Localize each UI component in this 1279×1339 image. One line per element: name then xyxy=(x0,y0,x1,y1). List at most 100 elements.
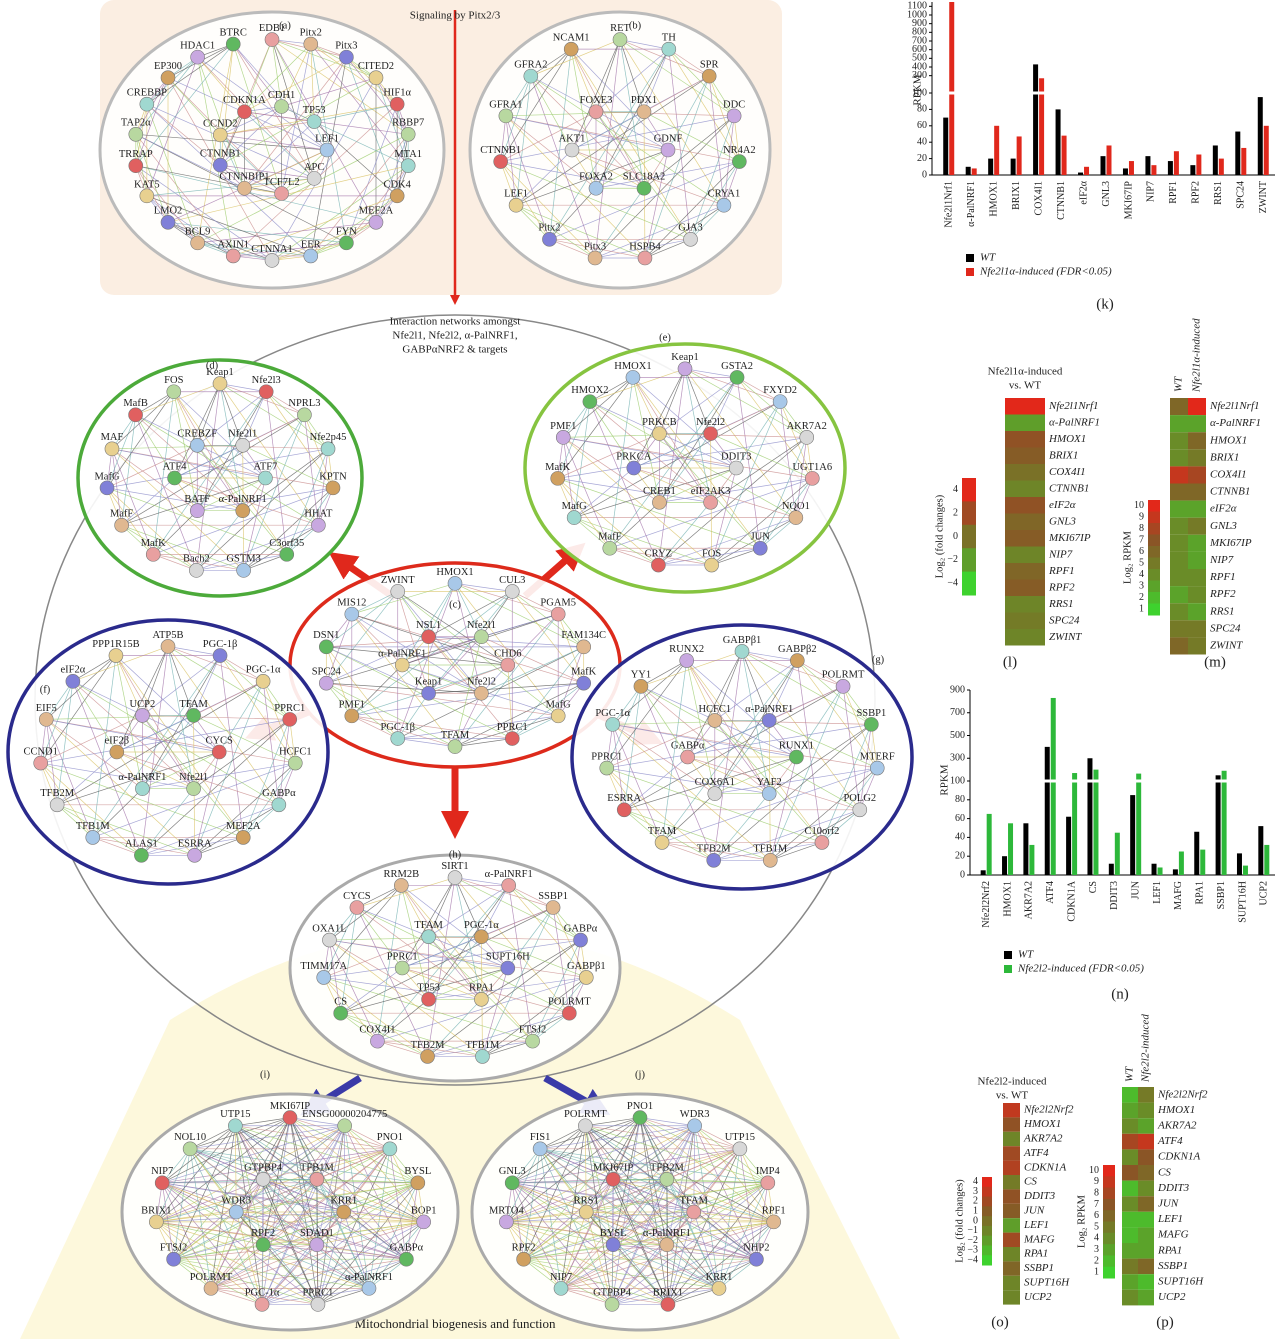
colorbar-label: 9 xyxy=(1139,512,1144,523)
bar xyxy=(1237,853,1242,875)
node-label: GABPα xyxy=(671,740,705,751)
network-node xyxy=(556,430,570,444)
network-node xyxy=(280,547,294,561)
node-label: CRYZ xyxy=(645,548,672,559)
network-node xyxy=(391,584,405,598)
node-label: GABPβ1 xyxy=(723,635,762,646)
network-node xyxy=(565,143,579,157)
bar xyxy=(1219,159,1224,175)
legend-label: Nfe2l2-induced (FDR<0.05) xyxy=(1017,963,1144,975)
panel-label: (b) xyxy=(629,20,642,31)
heatmap-title: vs. WT xyxy=(1009,380,1041,392)
bar xyxy=(1129,161,1134,175)
network-node xyxy=(763,853,777,867)
network-node xyxy=(319,640,333,654)
heatmap-cell xyxy=(1005,530,1045,547)
bar xyxy=(1072,773,1077,875)
row-label: ZWINT xyxy=(1210,639,1243,651)
network-node xyxy=(767,1215,781,1229)
network-node xyxy=(167,385,181,399)
node-label: PGC-1α xyxy=(464,920,499,931)
node-label: GFRA2 xyxy=(514,60,547,71)
row-label: LEF1 xyxy=(1157,1213,1183,1225)
row-label: Nfe2l1Nrf1 xyxy=(1209,400,1260,412)
node-label: NR4A2 xyxy=(723,145,756,156)
network-node xyxy=(533,1142,547,1156)
network-node xyxy=(188,848,202,862)
node-label: MafK xyxy=(571,667,596,678)
y-tick-label: 80 xyxy=(955,794,965,805)
node-label: HCFC1 xyxy=(698,704,731,715)
bar xyxy=(1008,823,1013,875)
node-label: GABPβ1 xyxy=(567,961,606,972)
node-label: MTERF xyxy=(860,751,895,762)
heatmap-cell xyxy=(1005,580,1045,597)
x-tick-label: eIF2α xyxy=(1078,180,1089,204)
network-node xyxy=(705,558,719,572)
heatmap-cell xyxy=(1005,547,1045,564)
node-label: Pitx2 xyxy=(538,223,560,234)
node-label: PGC-1α xyxy=(246,665,281,676)
node-label: FYN xyxy=(336,226,357,237)
node-label: Nfe2l1 xyxy=(179,772,208,783)
network-node xyxy=(517,1252,531,1266)
legend-swatch xyxy=(1004,965,1012,973)
node-label: GJA3 xyxy=(678,223,703,234)
row-label: GNL3 xyxy=(1210,520,1237,532)
network-node xyxy=(707,853,721,867)
network-node xyxy=(762,787,776,801)
network-node xyxy=(501,658,515,672)
x-tick-label: NIP7 xyxy=(1146,181,1157,202)
node-label: SSBP1 xyxy=(538,891,568,902)
node-label: α-PalNRF1 xyxy=(643,1228,691,1239)
node-label: PPRC1 xyxy=(497,722,528,733)
legend-label: Nfe2l1α-induced (FDR<0.05) xyxy=(979,266,1112,278)
node-label: CTNNBIP1 xyxy=(219,172,269,183)
node-label: WDR3 xyxy=(680,1109,710,1120)
node-label: Pitx3 xyxy=(335,41,357,52)
row-label: α-PalNRF1 xyxy=(1049,416,1100,428)
node-label: GFRA1 xyxy=(489,99,522,110)
node-label: TIMM17A xyxy=(300,961,347,972)
heatmap-cell xyxy=(1003,1276,1020,1290)
bar xyxy=(1123,168,1128,175)
network-node xyxy=(681,750,695,764)
colorbar-title: Log₂ RPKM xyxy=(1076,1194,1087,1248)
node-label: UTP15 xyxy=(725,1132,755,1143)
heatmap-cell xyxy=(1122,1259,1138,1275)
node-label: APC xyxy=(304,162,324,173)
network-node xyxy=(229,1205,243,1219)
network-node xyxy=(687,1205,701,1219)
heatmap-cell xyxy=(1188,466,1206,483)
network-node xyxy=(307,115,321,129)
network-node xyxy=(505,584,519,598)
network-node xyxy=(362,1281,376,1295)
heatmap-cell xyxy=(1170,535,1188,552)
network-node xyxy=(39,712,53,726)
row-label: α-PalNRF1 xyxy=(1210,417,1261,429)
row-label: ATF4 xyxy=(1157,1135,1183,1147)
colorbar-block xyxy=(982,1177,992,1187)
bar xyxy=(1115,833,1120,875)
colorbar-block xyxy=(1103,1255,1115,1267)
network-node xyxy=(634,679,648,693)
node-label: MafK xyxy=(141,538,166,549)
network-node xyxy=(149,1215,163,1229)
node-label: PRKCB xyxy=(642,417,676,428)
network-node xyxy=(606,717,620,731)
node-label: FXYD2 xyxy=(763,385,797,396)
heatmap-cell xyxy=(1138,1259,1154,1275)
heatmap-cell xyxy=(1003,1233,1020,1247)
x-tick-label: α-PalNRF1 xyxy=(966,181,977,227)
bar xyxy=(1023,823,1028,875)
heatmap-cell xyxy=(1122,1274,1138,1290)
row-label: AKR7A2 xyxy=(1157,1120,1197,1132)
node-label: MEF2A xyxy=(226,821,261,832)
node-label: TP53 xyxy=(303,105,326,116)
node-label: ZWINT xyxy=(381,575,415,586)
x-tick-label: ZWINT xyxy=(1258,181,1269,213)
heatmap-cell xyxy=(1138,1134,1154,1150)
x-tick-label: MKI67IP xyxy=(1123,181,1134,220)
network-node xyxy=(50,798,64,812)
heatmap-cell xyxy=(1003,1189,1020,1203)
